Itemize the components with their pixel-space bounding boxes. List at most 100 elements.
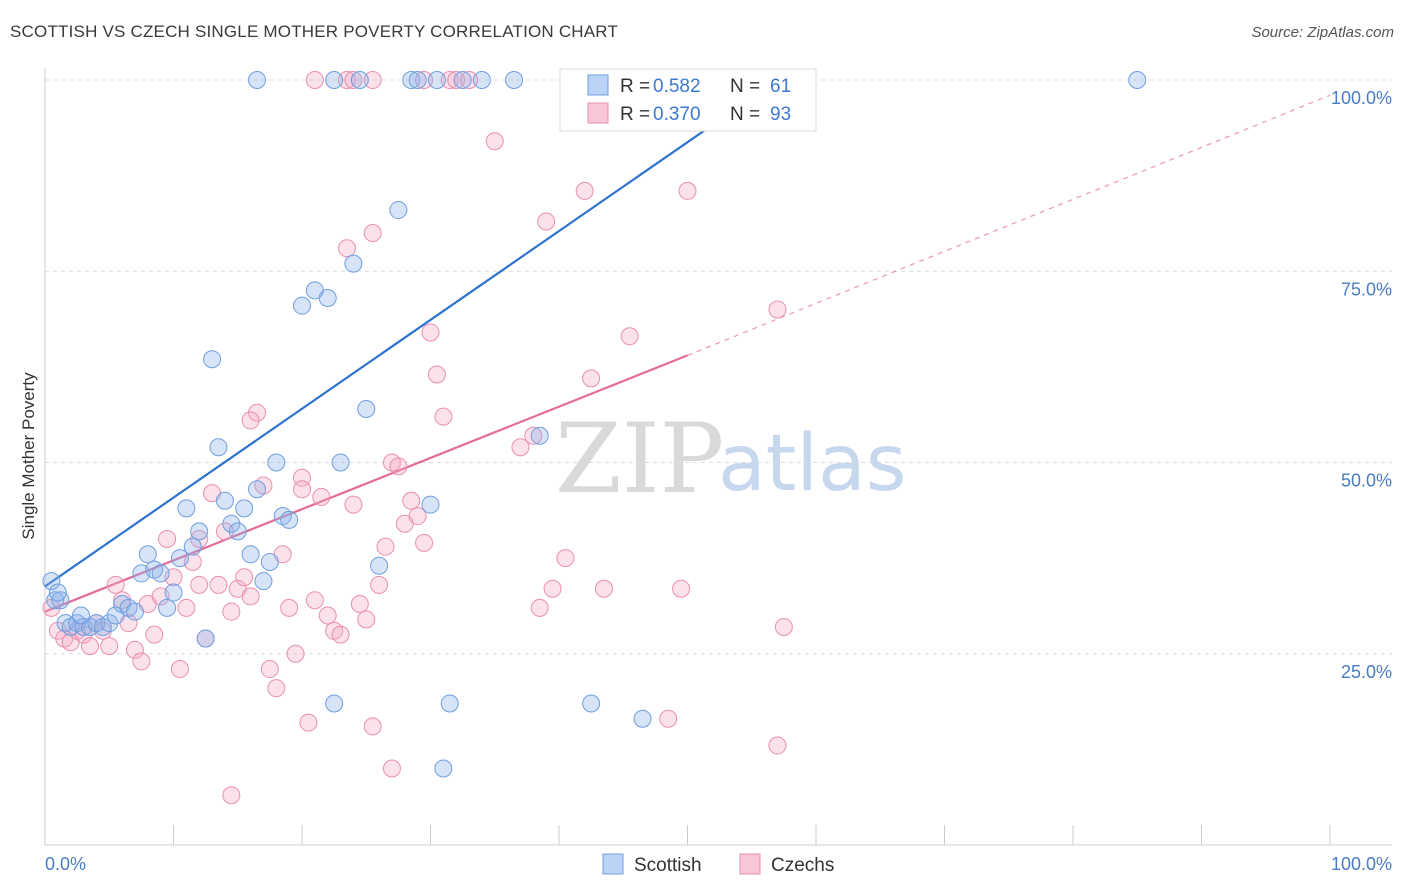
point-scottish <box>138 545 157 564</box>
point-scottish <box>248 480 267 499</box>
legend-r-value-1: 0.582 <box>653 76 701 97</box>
point-czechs <box>318 606 337 625</box>
point-scottish <box>318 289 337 308</box>
point-czechs <box>215 522 234 541</box>
legend-r-label-2: R = <box>620 104 650 125</box>
point-czechs <box>370 575 389 594</box>
legend-swatch-scottish <box>587 74 609 96</box>
point-czechs <box>132 652 151 671</box>
bottom-legend-swatch-scottish <box>602 853 624 875</box>
point-scottish <box>402 71 421 89</box>
point-czechs <box>106 575 125 594</box>
bottom-legend-czechs: Czechs <box>771 855 834 876</box>
point-czechs <box>305 591 324 610</box>
point-czechs <box>344 495 363 514</box>
x-tick-label-min: 0.0% <box>45 854 86 874</box>
point-czechs <box>556 549 575 568</box>
point-czechs <box>100 637 119 656</box>
watermark-atlas: atlas <box>718 419 907 509</box>
bottom-legend-swatch-czechs <box>739 853 761 875</box>
point-scottish <box>254 572 273 591</box>
data-points <box>42 71 1147 805</box>
point-czechs <box>222 602 241 621</box>
y-tick-label: 100.0% <box>1331 88 1392 108</box>
y-tick-label: 75.0% <box>1341 279 1392 299</box>
point-scottish <box>170 549 189 568</box>
point-czechs <box>447 71 466 89</box>
point-czechs <box>524 426 543 445</box>
point-scottish <box>1128 71 1147 89</box>
point-czechs <box>415 533 434 552</box>
point-czechs <box>543 579 562 598</box>
point-scottish <box>151 564 170 583</box>
watermark-zip: ZIP <box>555 403 724 515</box>
point-czechs <box>113 591 132 610</box>
point-scottish <box>505 71 524 89</box>
point-scottish <box>472 71 491 89</box>
point-czechs <box>427 365 446 384</box>
point-czechs <box>190 530 209 548</box>
y-tick-label: 50.0% <box>1341 471 1392 491</box>
point-czechs <box>344 71 363 89</box>
point-scottish <box>408 71 427 89</box>
point-scottish <box>125 602 144 621</box>
point-scottish <box>280 510 299 529</box>
point-czechs <box>209 575 228 594</box>
point-czechs <box>125 640 144 659</box>
point-scottish <box>209 438 228 457</box>
point-czechs <box>659 709 678 728</box>
point-czechs <box>421 323 440 342</box>
point-scottish <box>42 572 61 591</box>
point-scottish <box>48 583 67 602</box>
gridlines <box>45 79 1392 655</box>
y-axis-title: Single Mother Poverty <box>19 372 38 540</box>
point-scottish <box>215 491 234 510</box>
point-czechs <box>337 239 356 258</box>
point-scottish <box>183 537 202 556</box>
correlation-legend: R = 0.582 N = 61 R = 0.370 N = 93 <box>559 68 817 132</box>
point-czechs <box>158 530 177 548</box>
trend-line-scottish <box>44 79 779 588</box>
point-czechs <box>241 587 260 606</box>
point-scottish <box>222 514 241 533</box>
point-czechs <box>582 369 601 388</box>
point-czechs <box>672 579 691 598</box>
legend-swatch-czechs <box>587 102 609 124</box>
series-legend: Scottish Czechs <box>602 853 834 876</box>
point-scottish <box>260 552 279 571</box>
point-czechs <box>241 411 260 430</box>
point-czechs <box>267 679 286 698</box>
point-czechs <box>363 224 382 242</box>
point-scottish <box>190 522 209 541</box>
point-scottish <box>421 495 440 514</box>
point-czechs <box>337 71 356 89</box>
point-czechs <box>768 300 787 319</box>
point-czechs <box>530 598 549 617</box>
point-czechs <box>376 537 395 556</box>
x-tick-label-max: 100.0% <box>1331 854 1392 874</box>
legend-r-value-2: 0.370 <box>653 104 701 125</box>
legend-n-value-1: 61 <box>770 76 791 97</box>
point-czechs <box>357 610 376 629</box>
bottom-legend-scottish: Scottish <box>634 855 702 876</box>
point-scottish <box>248 71 267 89</box>
trend-line-czechs <box>44 354 688 613</box>
point-scottish <box>235 499 254 518</box>
point-scottish <box>177 499 196 518</box>
point-czechs <box>415 71 434 89</box>
y-tick-label: 25.0% <box>1341 662 1392 682</box>
point-czechs <box>537 212 556 231</box>
point-czechs <box>286 644 305 663</box>
point-scottish <box>389 201 408 220</box>
point-scottish <box>325 694 344 713</box>
point-czechs <box>260 660 279 679</box>
point-scottish <box>530 426 549 445</box>
point-scottish <box>453 71 472 89</box>
point-scottish <box>370 556 389 575</box>
axes <box>44 68 1392 846</box>
point-czechs <box>177 598 196 617</box>
tick-labels: 25.0% 50.0% 75.0% 100.0% 0.0% 100.0% <box>45 88 1392 874</box>
point-scottish <box>164 583 183 602</box>
point-czechs <box>389 457 408 476</box>
